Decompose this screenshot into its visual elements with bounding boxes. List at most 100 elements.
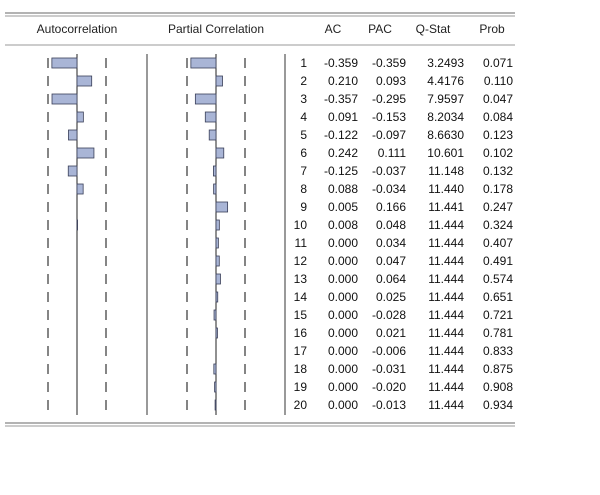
lag-cell: 9: [300, 200, 307, 214]
pac-value: 0.021: [376, 326, 406, 340]
prob-value: 0.084: [483, 110, 513, 124]
pac-bars: [190, 57, 229, 411]
prob-value: 0.047: [483, 92, 513, 106]
pac-value: 0.064: [376, 272, 406, 286]
lag-cell: 1: [300, 56, 307, 70]
pac-value: -0.037: [372, 164, 406, 178]
header-partial-correlation: Partial Correlation: [168, 22, 264, 36]
prob-value: 0.574: [483, 272, 513, 286]
prob-value: 0.178: [483, 182, 513, 196]
qstat-value: 11.444: [428, 308, 464, 322]
lag-cell: 19: [294, 380, 308, 394]
pac-value: -0.013: [372, 398, 406, 412]
ac-value: -0.359: [324, 56, 358, 70]
ac-value: 0.091: [328, 110, 358, 124]
lag-cell: 6: [300, 146, 307, 160]
header-ac: AC: [325, 22, 342, 36]
qstat-value: 11.444: [428, 380, 464, 394]
qstat-value: 11.441: [428, 200, 464, 214]
pac-bar: [213, 165, 217, 177]
lag-cell: 20: [294, 398, 308, 412]
pac-bar: [194, 93, 217, 105]
pac-bar: [213, 183, 217, 195]
qstat-value: 11.444: [428, 326, 464, 340]
ac-value: -0.357: [324, 92, 358, 106]
prob-value: 0.407: [483, 236, 513, 250]
prob-value: 0.934: [483, 398, 513, 412]
qstat-value: 11.444: [428, 362, 464, 376]
prob-value: 0.651: [483, 290, 513, 304]
ac-value: 0.000: [328, 362, 358, 376]
pac-value: 0.093: [376, 74, 406, 88]
lag-cell: 17: [294, 344, 308, 358]
ac-value: 0.000: [328, 344, 358, 358]
pac-bar: [190, 57, 217, 69]
pac-value: 0.047: [376, 254, 406, 268]
prob-value: 0.875: [483, 362, 513, 376]
ac-value: 0.008: [328, 218, 358, 232]
ac-value: 0.242: [328, 146, 358, 160]
ac-value: 0.210: [328, 74, 358, 88]
lag-cell: 12: [294, 254, 308, 268]
qstat-value: 11.444: [428, 398, 464, 412]
lag-cell: 10: [294, 218, 308, 232]
pac-value: -0.034: [372, 182, 406, 196]
pac-bar: [215, 219, 220, 231]
header-qstat: Q-Stat: [416, 22, 451, 36]
ac-value: 0.000: [328, 236, 358, 250]
lag-cell: 14: [294, 290, 308, 304]
pac-value: -0.020: [372, 380, 406, 394]
header-pac: PAC: [368, 22, 392, 36]
prob-value: 0.110: [484, 74, 513, 88]
ac-bar: [67, 165, 78, 177]
ac-value: 0.000: [328, 254, 358, 268]
qstat-value: 11.444: [428, 290, 464, 304]
ac-value: 0.000: [328, 380, 358, 394]
ac-bar: [76, 111, 84, 123]
ac-value: 0.005: [328, 200, 358, 214]
qstat-value: 8.2034: [427, 110, 464, 124]
prob-value: 0.247: [483, 200, 513, 214]
ac-bar: [68, 129, 78, 141]
qstat-value: 8.6630: [427, 128, 464, 142]
prob-value: 0.721: [483, 308, 513, 322]
header-autocorrelation: Autocorrelation: [37, 22, 118, 36]
lag-cell: 7: [300, 164, 307, 178]
pac-bar: [215, 237, 219, 249]
qstat-value: 7.9597: [427, 92, 464, 106]
prob-value: 0.833: [483, 344, 513, 358]
pac-bar: [215, 291, 219, 303]
lag-cell: 4: [300, 110, 307, 124]
qstat-value: 10.601: [427, 146, 464, 160]
pac-value: 0.166: [376, 200, 406, 214]
qstat-value: 3.2493: [427, 56, 464, 70]
qstat-value: 11.444: [428, 344, 464, 358]
ac-bar: [51, 93, 78, 105]
lag-cell: 3: [300, 92, 307, 106]
qstat-value: 11.148: [428, 164, 464, 178]
pac-value: -0.097: [372, 128, 406, 142]
pac-value: 0.111: [378, 146, 407, 160]
lag-cell: 16: [294, 326, 308, 340]
ac-value: -0.125: [324, 164, 358, 178]
lag-cell: 18: [294, 362, 308, 376]
qstat-value: 11.444: [428, 272, 464, 286]
prob-value: 0.071: [483, 56, 513, 70]
lag-cell: 15: [294, 308, 308, 322]
ac-value: 0.000: [328, 398, 358, 412]
ac-bar: [51, 57, 78, 69]
ac-bar: [76, 147, 95, 159]
pac-bar: [204, 111, 217, 123]
qstat-value: 11.444: [428, 254, 464, 268]
pac-value: -0.006: [372, 344, 406, 358]
pac-value: -0.031: [372, 362, 406, 376]
qstat-value: 11.444: [428, 218, 464, 232]
pac-value: 0.034: [376, 236, 406, 250]
ac-bars: [51, 57, 95, 231]
ac-value: -0.122: [324, 128, 358, 142]
pac-bar: [215, 327, 218, 339]
pac-value: 0.025: [376, 290, 406, 304]
qstat-value: 11.440: [428, 182, 464, 196]
lag-cell: 2: [300, 74, 307, 88]
